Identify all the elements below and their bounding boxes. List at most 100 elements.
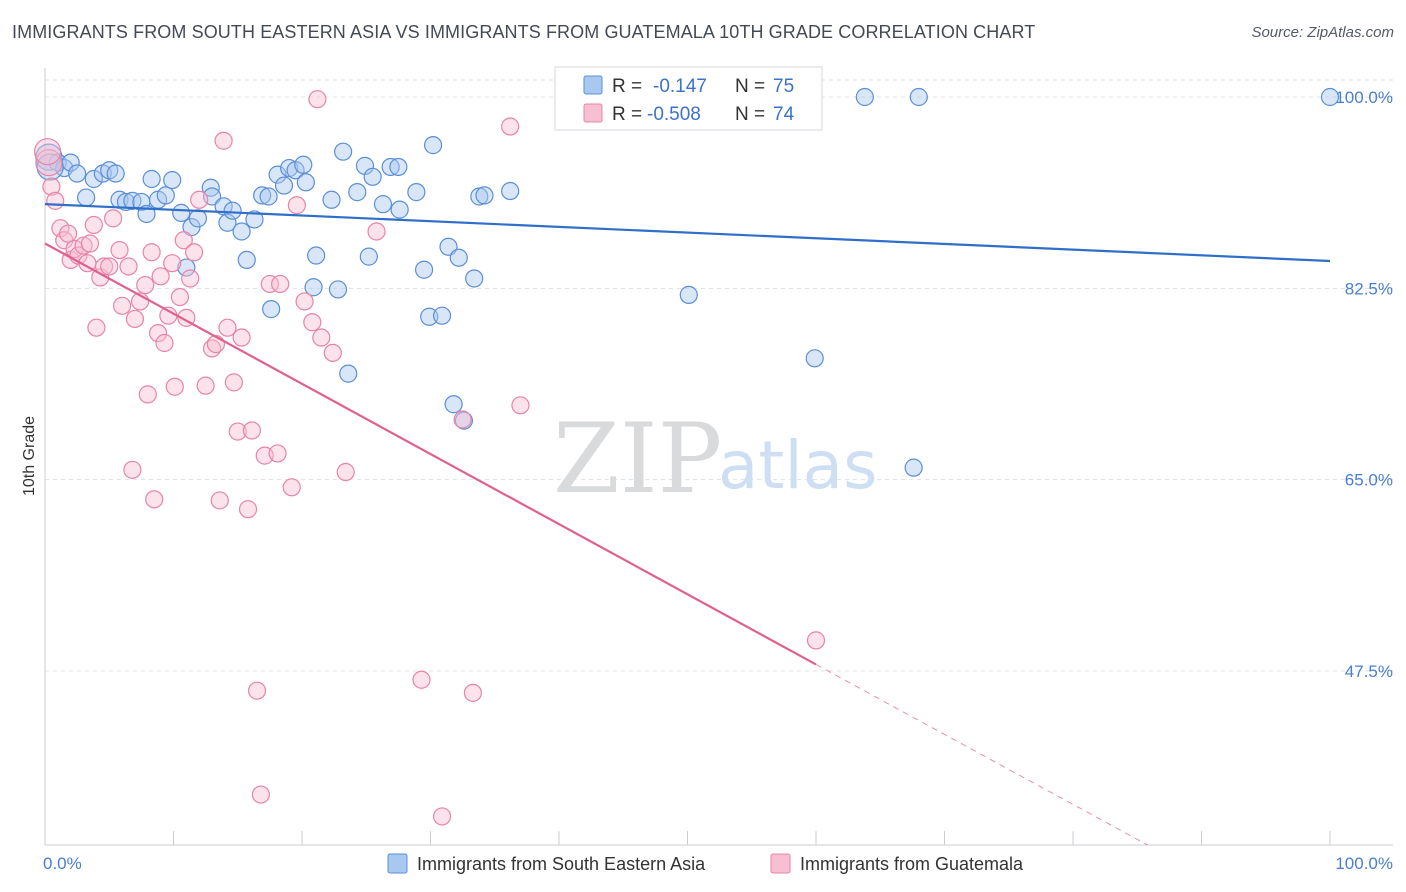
point-guatemala-62	[312, 328, 331, 347]
point-south-eastern-asia-29	[237, 250, 256, 270]
point-south-eastern-asia-51	[381, 157, 400, 177]
stats-n-label-2: N =	[735, 104, 765, 125]
stats-box: R = -0.147 N = 75 R = -0.508 N = 74	[554, 66, 823, 131]
point-south-eastern-asia-49	[363, 167, 382, 186]
point-south-eastern-asia-65	[475, 186, 494, 205]
point-south-eastern-asia-9	[106, 164, 125, 183]
point-guatemala-35	[174, 231, 193, 250]
stats-n-label-1: N =	[735, 76, 765, 97]
point-south-eastern-asia-66	[501, 181, 520, 201]
watermark-zip: ZIP	[553, 403, 722, 515]
legend-item-south-eastern-asia[interactable]: Immigrants from South Eastern Asia	[387, 853, 706, 874]
point-south-eastern-asia-32	[259, 187, 278, 206]
point-guatemala-22	[125, 309, 145, 329]
stats-swatch-blue	[583, 75, 603, 95]
chart-source: Source: ZipAtlas.com	[1251, 24, 1394, 41]
point-south-eastern-asia-19	[172, 203, 191, 222]
point-guatemala-39	[190, 190, 209, 209]
point-south-eastern-asia-18	[163, 170, 182, 190]
point-south-eastern-asia-53	[390, 200, 409, 219]
legend-swatch-pink	[770, 853, 791, 874]
point-guatemala-63	[323, 343, 342, 362]
point-south-eastern-asia-48	[359, 247, 378, 266]
point-guatemala-27	[145, 490, 164, 509]
point-guatemala-56	[271, 274, 290, 294]
point-south-eastern-asia-15	[142, 169, 161, 189]
point-guatemala-71	[511, 396, 530, 415]
point-guatemala-52	[251, 785, 270, 804]
point-guatemala-70	[501, 117, 520, 136]
point-guatemala-17	[104, 209, 123, 228]
stats-swatch-pink	[583, 103, 603, 123]
point-guatemala-24	[136, 275, 155, 295]
point-guatemala-59	[295, 292, 314, 311]
point-guatemala-29	[151, 267, 170, 286]
point-guatemala-48	[232, 328, 251, 347]
trend-line-guatemala-extension	[815, 664, 1148, 846]
point-south-eastern-asia-46	[348, 183, 367, 202]
legend-item-guatemala[interactable]: Immigrants from Guatemala	[770, 853, 1024, 874]
point-guatemala-21	[123, 460, 142, 479]
point-south-eastern-asia-20	[177, 258, 196, 277]
point-guatemala-46	[224, 373, 243, 392]
point-guatemala-50	[242, 421, 261, 440]
point-south-eastern-asia-11	[116, 192, 136, 212]
point-guatemala-16	[100, 257, 119, 276]
point-south-eastern-asia-27	[223, 201, 242, 220]
x-tick-labels: 0.0% 100.0%	[43, 854, 1393, 873]
point-guatemala-68	[453, 410, 472, 429]
point-guatemala-47	[228, 422, 247, 441]
y-tick-label-2: 82.5%	[1345, 279, 1393, 298]
point-south-eastern-asia-62	[454, 411, 474, 430]
point-south-eastern-asia-34	[268, 165, 287, 184]
y-tick-labels: 47.5% 65.0% 82.5% 100.0%	[1335, 88, 1393, 681]
point-south-eastern-asia-56	[420, 307, 439, 326]
point-south-eastern-asia-4	[68, 164, 87, 183]
point-guatemala-1	[42, 177, 61, 196]
chart-title: IMMIGRANTS FROM SOUTH EASTERN ASIA VS IM…	[12, 22, 1036, 42]
point-south-eastern-asia-22	[188, 209, 208, 228]
stats-n-value-1: 75	[773, 76, 794, 97]
point-guatemala-58	[287, 196, 306, 215]
stats-r-value-1: -0.147	[653, 76, 707, 97]
point-south-eastern-asia-55	[414, 260, 434, 279]
axes	[44, 68, 1393, 846]
point-south-eastern-asia-52	[389, 157, 408, 177]
legend-swatch-blue	[387, 853, 408, 874]
point-guatemala-12	[84, 215, 103, 235]
point-south-eastern-asia-57	[423, 136, 443, 155]
data-points	[33, 84, 1340, 826]
point-guatemala-18	[110, 240, 129, 260]
x-tick-label-0: 0.0%	[43, 854, 82, 873]
point-south-eastern-asia-63	[465, 269, 484, 288]
x-tick-label-1: 100.0%	[1335, 854, 1393, 873]
legend-label-guatemala: Immigrants from Guatemala	[800, 854, 1024, 874]
stats-n-value-2: 74	[773, 104, 795, 125]
trend-lines	[44, 203, 1331, 846]
point-guatemala-69	[463, 683, 483, 702]
point-guatemala-55	[268, 444, 287, 463]
point-south-eastern-asia-26	[218, 213, 237, 232]
point-guatemala-11	[80, 234, 100, 253]
point-guatemala-57	[282, 478, 301, 497]
point-south-eastern-asia-17	[156, 186, 175, 205]
point-guatemala-45	[218, 318, 237, 337]
point-guatemala-20	[119, 257, 138, 276]
point-guatemala-40	[196, 376, 215, 395]
point-south-eastern-asia-31	[253, 186, 272, 205]
point-guatemala-72	[806, 631, 826, 650]
point-south-eastern-asia-40	[304, 278, 323, 297]
point-guatemala-2	[46, 191, 65, 210]
point-guatemala-19	[112, 296, 132, 315]
point-south-eastern-asia-43	[328, 280, 348, 299]
stats-r-label-2: R =	[612, 104, 642, 125]
point-guatemala-34	[170, 287, 190, 307]
legend-label-south-eastern-asia: Immigrants from South Eastern Asia	[417, 854, 706, 874]
point-south-eastern-asia-72	[904, 458, 923, 477]
point-guatemala-25	[138, 385, 157, 404]
point-guatemala-67	[432, 807, 452, 826]
point-guatemala-51	[247, 681, 267, 700]
point-guatemala-28	[148, 324, 168, 343]
stats-r-label-1: R =	[612, 76, 642, 97]
